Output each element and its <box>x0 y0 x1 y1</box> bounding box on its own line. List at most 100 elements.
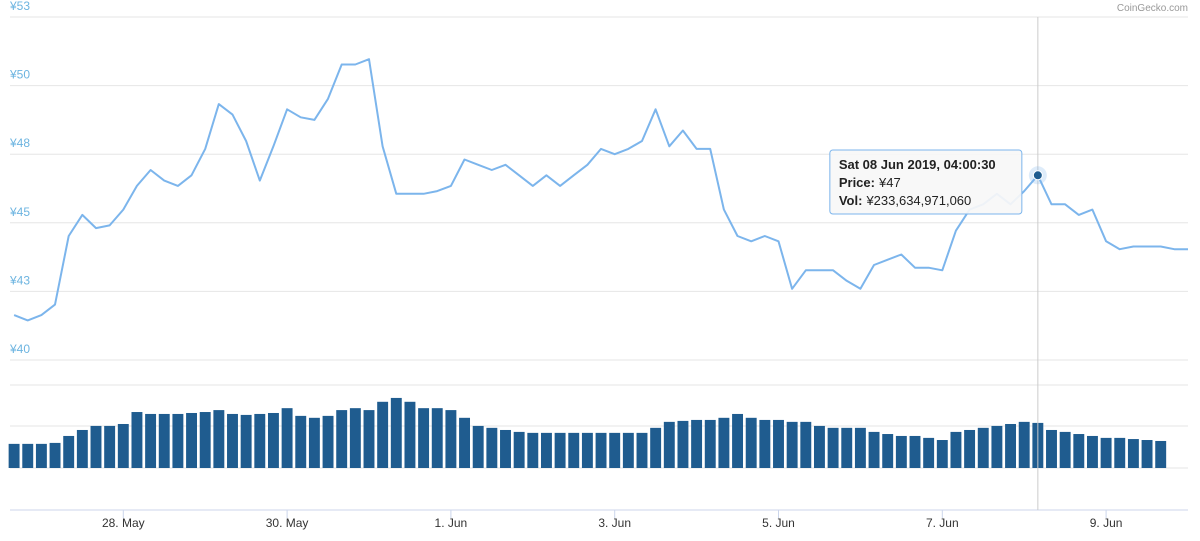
volume-bar <box>540 432 552 468</box>
volume-bar <box>377 401 389 468</box>
volume-bar <box>923 437 935 468</box>
volume-bar <box>500 429 511 468</box>
x-tick-label: 3. Jun <box>598 516 631 530</box>
volume-bar <box>841 427 853 468</box>
volume-bar <box>431 408 443 468</box>
volume-bar <box>718 417 730 468</box>
volume-bar <box>418 408 430 468</box>
volume-bar <box>581 432 593 468</box>
volume-bar <box>513 431 525 468</box>
volume-bar <box>1059 431 1071 468</box>
volume-bar <box>595 432 607 468</box>
x-tick-label: 9. Jun <box>1090 516 1123 530</box>
volume-bar <box>145 413 157 468</box>
volume-bar <box>486 427 498 468</box>
volume-bar <box>90 425 102 468</box>
volume-bar <box>281 408 293 468</box>
volume-bar <box>1127 439 1139 468</box>
volume-bar <box>745 417 757 468</box>
volume-bar <box>1155 440 1167 468</box>
volume-bar <box>267 412 279 468</box>
plot: ¥40 ¥43 ¥45 ¥48 ¥50 ¥53 28. May 30. May 1. Jun 3.… <box>8 0 1188 530</box>
volume-bar <box>677 420 689 468</box>
x-tick-label: 30. May <box>266 516 309 530</box>
y-tick-label: ¥43 <box>9 273 30 287</box>
volume-bar <box>827 427 839 468</box>
volume-bar <box>909 435 921 468</box>
volume-bar <box>732 413 744 468</box>
x-tick-label: 28. May <box>102 516 145 530</box>
volume-bar <box>991 425 1003 468</box>
volume-bar <box>254 413 266 468</box>
y-tick-label: ¥45 <box>9 205 30 219</box>
volume-bar <box>213 410 225 468</box>
volume-bar <box>704 419 716 468</box>
volume-bar <box>227 413 238 468</box>
tooltip-vol-title: Vol: <box>839 193 863 208</box>
volume-bar <box>404 401 416 468</box>
volume-bar <box>308 417 320 468</box>
volume-bar <box>186 412 198 468</box>
volume-bar <box>199 412 211 468</box>
volume-bar <box>1100 437 1112 468</box>
volume-bar <box>1018 421 1030 468</box>
volume-bar <box>363 410 375 468</box>
volume-bar <box>1141 440 1153 468</box>
source: CoinGecko.com <box>1117 3 1188 14</box>
tooltip-line: Vol: ¥233,634,971,060 <box>839 193 971 208</box>
volume-bar <box>773 419 784 468</box>
volume-bar <box>49 442 61 468</box>
volume-bar <box>459 417 471 468</box>
volume-bar <box>22 443 34 468</box>
volume-bar <box>895 435 907 468</box>
volume-bar <box>882 434 894 468</box>
volume-bar <box>295 415 307 468</box>
y-tick-label: ¥50 <box>9 68 30 82</box>
volume-bar <box>336 410 348 468</box>
volume-bar <box>950 431 962 468</box>
volume-bar <box>568 432 580 468</box>
volume-bar <box>813 425 825 468</box>
tooltip-price-title: Price: <box>839 175 875 190</box>
y-tick-label: ¥53 <box>9 0 30 13</box>
volume-bar <box>786 421 798 468</box>
volume-bar <box>390 397 402 468</box>
volume-bar <box>854 427 866 468</box>
x-tick-label: 5. Jun <box>762 516 795 530</box>
volume-bar <box>472 425 484 468</box>
volume-bar <box>691 419 703 468</box>
volume-bar <box>131 412 143 468</box>
volume-bar <box>104 425 116 468</box>
tooltip-line: Price: ¥47 <box>839 175 901 190</box>
volume-bar <box>172 413 184 468</box>
volume-bar <box>936 440 948 468</box>
volume-bar <box>977 427 989 468</box>
volume-bar <box>349 408 361 468</box>
volume-bar <box>76 429 88 468</box>
volume-bar <box>445 410 457 468</box>
volume-bar <box>800 421 812 468</box>
volume-bar <box>322 415 334 468</box>
volume-bar <box>1073 434 1085 468</box>
x-tick-label: 1. Jun <box>435 516 468 530</box>
tooltip-line: Sat 08 Jun 2019, 04:00:30 <box>839 157 996 172</box>
volume-bar <box>117 423 129 468</box>
tooltip-price: ¥47 <box>878 175 901 190</box>
tooltip-vol: ¥233,634,971,060 <box>865 193 971 208</box>
volume-bar <box>759 419 771 468</box>
hover-point <box>1032 170 1043 181</box>
volume-bar <box>663 421 675 468</box>
x-tick-label: 7. Jun <box>926 516 959 530</box>
volume-bar <box>240 414 252 468</box>
volume-bar <box>636 432 648 468</box>
volume-bar <box>1046 429 1057 468</box>
volume-bar <box>650 427 662 468</box>
volume-bar <box>1005 423 1017 468</box>
tooltip-box <box>829 149 1023 215</box>
volume-bar <box>35 443 47 468</box>
y-tick-label: ¥48 <box>9 136 30 150</box>
tooltip-time: Sat 08 Jun 2019, 04:00:30 <box>839 157 996 172</box>
volume-bar <box>964 429 976 468</box>
volume-bar <box>527 432 539 468</box>
